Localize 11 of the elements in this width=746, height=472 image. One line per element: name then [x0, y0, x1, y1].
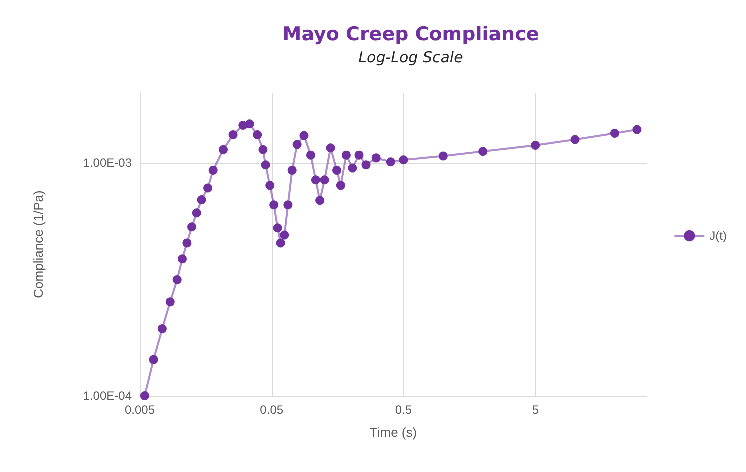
y-tick-label: 1.00E-04 — [83, 389, 132, 403]
y-axis-title: Compliance (1/Pa) — [31, 190, 46, 298]
x-tick-label: 5 — [532, 403, 540, 417]
legend-label: J(t) — [710, 229, 728, 243]
chart-title: Mayo Creep Compliance — [282, 24, 540, 46]
x-tick-label: 0.05 — [260, 403, 284, 417]
chart-subtitle: Log-Log Scale — [358, 48, 464, 66]
y-tick-label: 1.00E-03 — [83, 156, 132, 170]
x-tick-label: 0.005 — [124, 403, 156, 417]
x-axis-title: Time (s) — [370, 425, 418, 440]
x-tick-label: 0.5 — [395, 403, 412, 417]
